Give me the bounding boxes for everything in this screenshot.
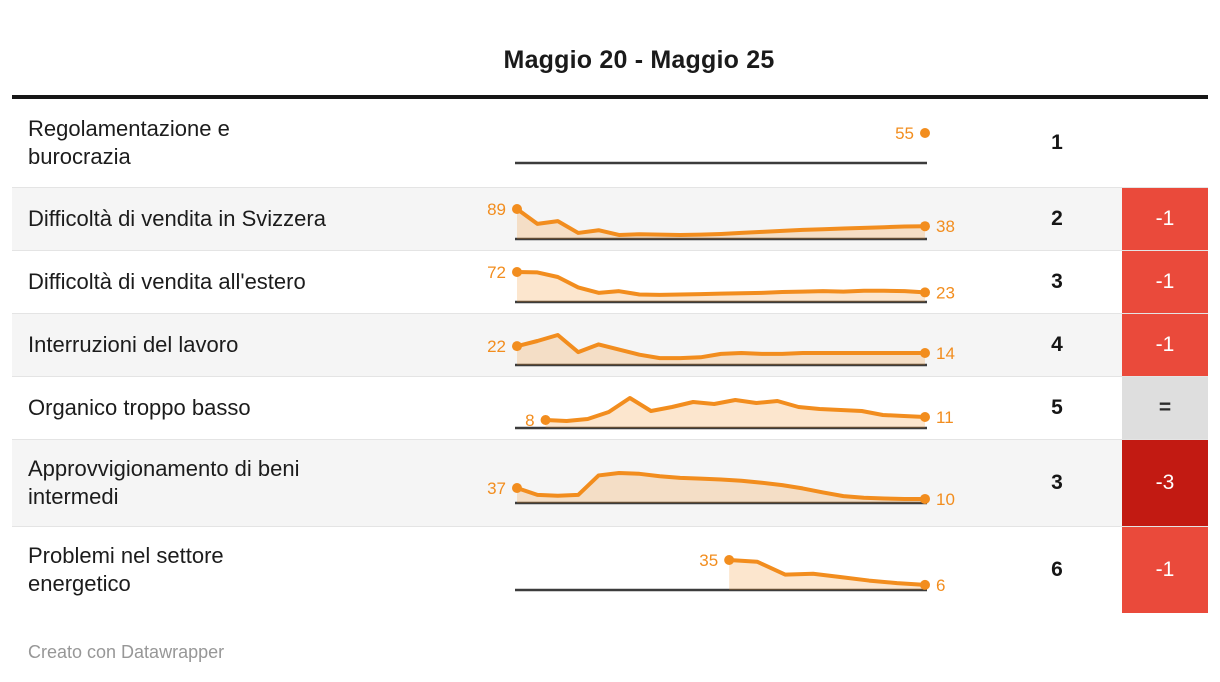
attribution-link[interactable]: Creato con Datawrapper <box>28 642 225 662</box>
sparkline: 89 38 <box>487 200 955 241</box>
row-label: Interruzioni del lavoro <box>28 332 239 357</box>
table-row: Difficoltà di vendita all'estero 72 23 3 -1 <box>12 250 1208 313</box>
start-value-label: 8 <box>525 411 534 430</box>
rank-value: 3 <box>1051 471 1063 494</box>
start-dot <box>512 483 522 493</box>
table-row: Difficoltà di vendita in Svizzera 89 38 2 -1 <box>12 187 1208 250</box>
row-label: Difficoltà di vendita in Svizzera <box>28 206 326 231</box>
end-dot <box>920 287 930 298</box>
trend-table: Regolamentazione e burocrazia 55 1 Difficol… <box>12 99 1208 613</box>
start-dot <box>512 204 522 214</box>
sparkline: 37 10 <box>487 471 955 509</box>
row-label: Regolamentazione e burocrazia <box>28 116 230 169</box>
sparkline-line <box>515 471 927 501</box>
end-value-label: 38 <box>936 217 955 236</box>
rank-value: 4 <box>1051 333 1063 356</box>
sparkline: 55 <box>515 124 930 165</box>
end-dot <box>920 412 930 422</box>
start-value-label: 89 <box>487 200 506 219</box>
sparkline-cell: 55 <box>452 117 992 169</box>
rank-change-badge: -1 <box>1122 251 1208 313</box>
sparkline-line <box>727 558 927 587</box>
rank-change-badge: -1 <box>1122 527 1208 613</box>
start-value-label: 55 <box>895 124 914 143</box>
end-value-label: 10 <box>936 490 955 509</box>
rank-value: 2 <box>1051 207 1063 230</box>
end-value-label: 6 <box>936 576 945 595</box>
sparkline-area <box>517 335 925 365</box>
start-dot <box>512 267 522 277</box>
rank-change-badge: = <box>1122 377 1208 439</box>
sparkline: 22 14 <box>487 333 955 367</box>
sparkline-cell: 89 38 <box>452 193 992 245</box>
chart-header: Maggio 20 - Maggio 25 <box>12 0 1208 99</box>
sparkline-line <box>515 333 927 361</box>
end-dot <box>920 221 930 232</box>
sparkline: 8 11 <box>515 396 954 430</box>
rank-value: 3 <box>1051 270 1063 293</box>
end-dot <box>920 493 930 504</box>
rank-change-badge: -3 <box>1122 440 1208 526</box>
rank-change-badge <box>1122 99 1208 187</box>
table-row: Interruzioni del lavoro 22 14 4 -1 <box>12 313 1208 376</box>
sparkline-line <box>515 207 927 237</box>
rank-value: 5 <box>1051 396 1063 419</box>
end-dot <box>920 579 930 590</box>
rank-value: 1 <box>1051 131 1063 154</box>
sparkline-cell: 8 11 <box>452 382 992 434</box>
table-row: Approvvigionamento di beni intermedi 37 10… <box>12 439 1208 526</box>
start-dot <box>920 128 930 138</box>
end-value-label: 14 <box>936 344 955 363</box>
sparkline: 35 6 <box>515 551 945 595</box>
sparkline-cell: 22 14 <box>452 319 992 371</box>
start-value-label: 72 <box>487 263 506 282</box>
start-value-label: 22 <box>487 337 506 356</box>
sparkline-line <box>515 270 927 297</box>
start-dot <box>724 555 735 565</box>
sparkline-area <box>517 272 925 302</box>
row-label: Difficoltà di vendita all'estero <box>28 269 306 294</box>
chart-title: Maggio 20 - Maggio 25 <box>503 46 775 74</box>
rank-value: 6 <box>1051 558 1063 581</box>
sparkline-line <box>543 396 927 423</box>
sparkline-cell: 35 6 <box>452 544 992 596</box>
sparkline-area <box>517 473 925 503</box>
rank-change-badge: -1 <box>1122 314 1208 376</box>
row-label: Organico troppo basso <box>28 395 251 420</box>
start-value-label: 37 <box>487 479 506 498</box>
row-label: Problemi nel settore energetico <box>28 543 224 596</box>
sparkline-cell: 72 23 <box>452 256 992 308</box>
table-row: Regolamentazione e burocrazia 55 1 <box>12 99 1208 187</box>
start-value-label: 35 <box>699 551 718 570</box>
end-dot <box>920 348 930 358</box>
rank-change-badge: -1 <box>1122 188 1208 250</box>
sparkline-cell: 37 10 <box>452 457 992 509</box>
end-value-label: 23 <box>936 283 955 302</box>
table-row: Problemi nel settore energetico 35 6 6 -1 <box>12 526 1208 613</box>
start-dot <box>512 341 522 352</box>
sparkline-area <box>517 209 925 239</box>
table-row: Organico troppo basso 8 11 5 = <box>12 376 1208 439</box>
end-value-label: 11 <box>936 408 954 427</box>
start-dot <box>540 415 551 425</box>
row-label: Approvvigionamento di beni intermedi <box>28 456 300 509</box>
sparkline: 72 23 <box>487 263 955 304</box>
